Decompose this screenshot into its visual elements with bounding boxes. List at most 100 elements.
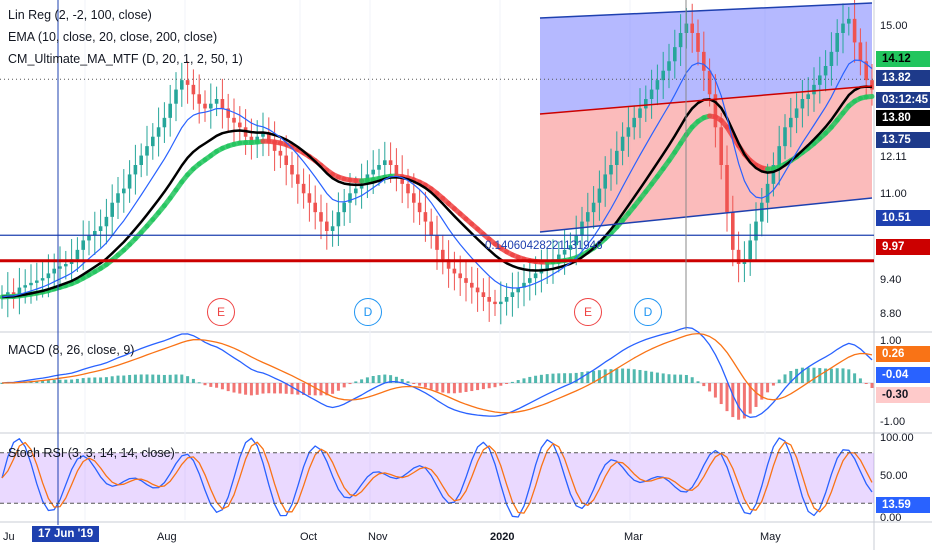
candle-body [284,156,288,165]
macd-histogram-bar [198,382,201,383]
macd-histogram-bar [273,383,276,393]
macd-histogram-bar [691,377,694,383]
macd-histogram-bar [784,374,787,383]
candle-body [754,222,758,241]
price-tick: 8.80 [880,308,901,320]
candle-body [151,137,155,146]
candle-body [174,90,178,104]
legend-ema[interactable]: EMA (10, close, 20, close, 200, close) [8,30,217,44]
macd-histogram-bar [726,383,729,411]
legend-macd[interactable]: MACD (8, 26, close, 9) [8,343,134,357]
candle-body [806,94,810,99]
candle-body [458,273,462,278]
macd-histogram-bar [250,383,253,395]
legend-cm-ma[interactable]: CM_Ultimate_MA_MTF (D, 20, 1, 2, 50, 1) [8,52,243,66]
candle-body [122,189,126,194]
macd-histogram-bar [708,383,711,391]
macd-histogram-bar [209,383,212,387]
candle-body [441,250,445,259]
rsi-tick: 0.00 [880,512,901,524]
candle-body [470,283,474,288]
candle-body [232,118,236,123]
channel-annotation: 0.14060428221131946 [485,240,602,252]
candle-body [847,19,851,24]
candle-body [87,236,91,241]
price-tick: 15.00 [880,20,908,32]
macd-histogram-bar [598,370,601,383]
candle-body [783,127,787,146]
macd-histogram-bar [407,381,410,383]
macd-histogram-bar [360,379,363,383]
candle-body [586,212,590,221]
macd-histogram-bar [430,383,433,389]
candle-body [389,160,393,165]
time-label: Aug [157,531,177,543]
macd-histogram-bar [314,383,317,395]
macd-histogram-bar [499,383,502,386]
macd-histogram-bar [233,383,236,393]
macd-histogram-bar [140,374,143,383]
candle-body [81,240,85,249]
macd-histogram-bar [697,381,700,383]
macd-histogram-bar [372,376,375,383]
candle-body [296,174,300,183]
macd-histogram-bar [227,383,230,391]
macd-histogram-bar [639,370,642,383]
macd-histogram-bar [267,383,270,393]
candle-body [644,99,648,108]
macd-histogram-bar [122,376,125,383]
legend-stoch-rsi[interactable]: Stoch RSI (3, 3, 14, 14, close) [8,446,175,460]
earnings-marker[interactable]: E [574,298,602,326]
earnings-marker[interactable]: E [207,298,235,326]
dividend-marker[interactable]: D [354,298,382,326]
candle-body [725,165,729,212]
macd-histogram-bar [441,383,444,393]
macd-histogram-bar [128,375,131,383]
dividend-marker[interactable]: D [634,298,662,326]
candle-body [476,288,480,293]
candle-body [748,240,752,259]
macd-histogram-bar [337,383,340,391]
candle-body [64,264,68,266]
price-tag-hline-blue: 10.51 [876,210,930,226]
macd-histogram-bar [650,372,653,383]
candle-body [632,118,636,127]
macd-histogram-bar [731,383,734,417]
macd-histogram-bar [105,377,108,383]
macd-histogram-bar [662,373,665,383]
macd-histogram-bar [453,383,456,393]
macd-histogram-bar [534,376,537,383]
macd-histogram-bar [175,375,178,383]
macd-histogram-bar [505,383,508,384]
macd-histogram-bar [70,380,73,383]
macd-histogram-bar [279,383,282,393]
candle-body [505,297,509,302]
candle-body [128,174,132,188]
price-tag-ema-fast: 13.75 [876,132,930,148]
candle-body [835,33,839,52]
legend-linreg[interactable]: Lin Reg (2, -2, 100, close) [8,8,152,22]
candle-body [47,273,51,278]
candle-body [592,203,596,212]
candle-body [667,61,671,70]
time-label: Ju [3,531,15,543]
macd-histogram-bar [685,375,688,383]
candle-body [116,193,120,202]
candle-body [638,108,642,117]
candle-body [180,80,184,89]
candle-body [424,212,428,221]
candle-body [719,127,723,165]
macd-histogram-bar [476,383,479,390]
candle-body [603,174,607,188]
macd-histogram-bar [772,383,775,386]
macd-histogram-bar [343,383,346,387]
candle-body [609,165,613,174]
candle-body [105,217,109,226]
candle-body [354,189,358,194]
time-label: Mar [624,531,643,543]
macd-histogram-bar [47,380,50,383]
macd-histogram-bar [163,375,166,383]
candle-body [690,24,694,33]
